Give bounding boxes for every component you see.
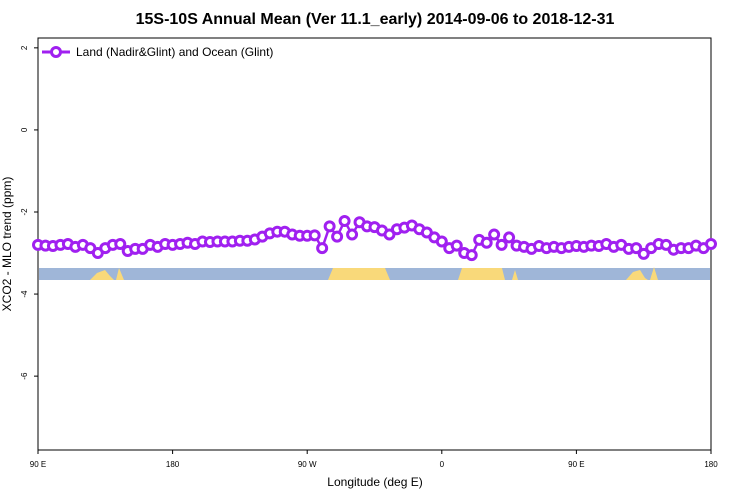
x-tick-label: 90 E bbox=[568, 460, 584, 469]
point bbox=[705, 238, 717, 250]
point bbox=[331, 230, 344, 243]
x-axis-label: Longitude (deg E) bbox=[327, 475, 422, 489]
point bbox=[435, 235, 448, 248]
point bbox=[450, 239, 463, 252]
x-tick-label: 90 W bbox=[298, 460, 317, 469]
x-tick-label: 90 E bbox=[30, 460, 46, 469]
point bbox=[308, 229, 321, 242]
y-tick-label: 0 bbox=[20, 127, 29, 132]
point bbox=[383, 228, 396, 241]
chart-title: 15S-10S Annual Mean (Ver 11.1_early) 201… bbox=[136, 11, 615, 28]
x-tick-label: 180 bbox=[166, 460, 180, 469]
point bbox=[316, 242, 329, 255]
point bbox=[503, 231, 516, 244]
y-tick-label: -6 bbox=[20, 372, 29, 380]
point bbox=[637, 247, 650, 260]
land-ocean-strip bbox=[39, 267, 710, 280]
x-tick-label: 0 bbox=[440, 460, 445, 469]
point bbox=[465, 249, 478, 262]
point bbox=[480, 236, 493, 249]
legend: Land (Nadir&Glint) and Ocean (Glint) bbox=[42, 45, 273, 59]
legend-label: Land (Nadir&Glint) and Ocean (Glint) bbox=[76, 45, 273, 59]
x-tick-label: 180 bbox=[704, 460, 718, 469]
point bbox=[630, 242, 643, 255]
point bbox=[495, 238, 508, 251]
legend-marker bbox=[50, 46, 62, 58]
point bbox=[488, 228, 501, 241]
y-tick-label: -2 bbox=[20, 208, 29, 216]
point bbox=[338, 215, 351, 228]
point bbox=[323, 220, 336, 233]
y-tick-label: -4 bbox=[20, 290, 29, 298]
y-tick-label: 2 bbox=[20, 45, 29, 50]
y-axis-label: XCO2 - MLO trend (ppm) bbox=[0, 177, 14, 312]
point bbox=[114, 238, 127, 250]
point bbox=[346, 228, 359, 241]
